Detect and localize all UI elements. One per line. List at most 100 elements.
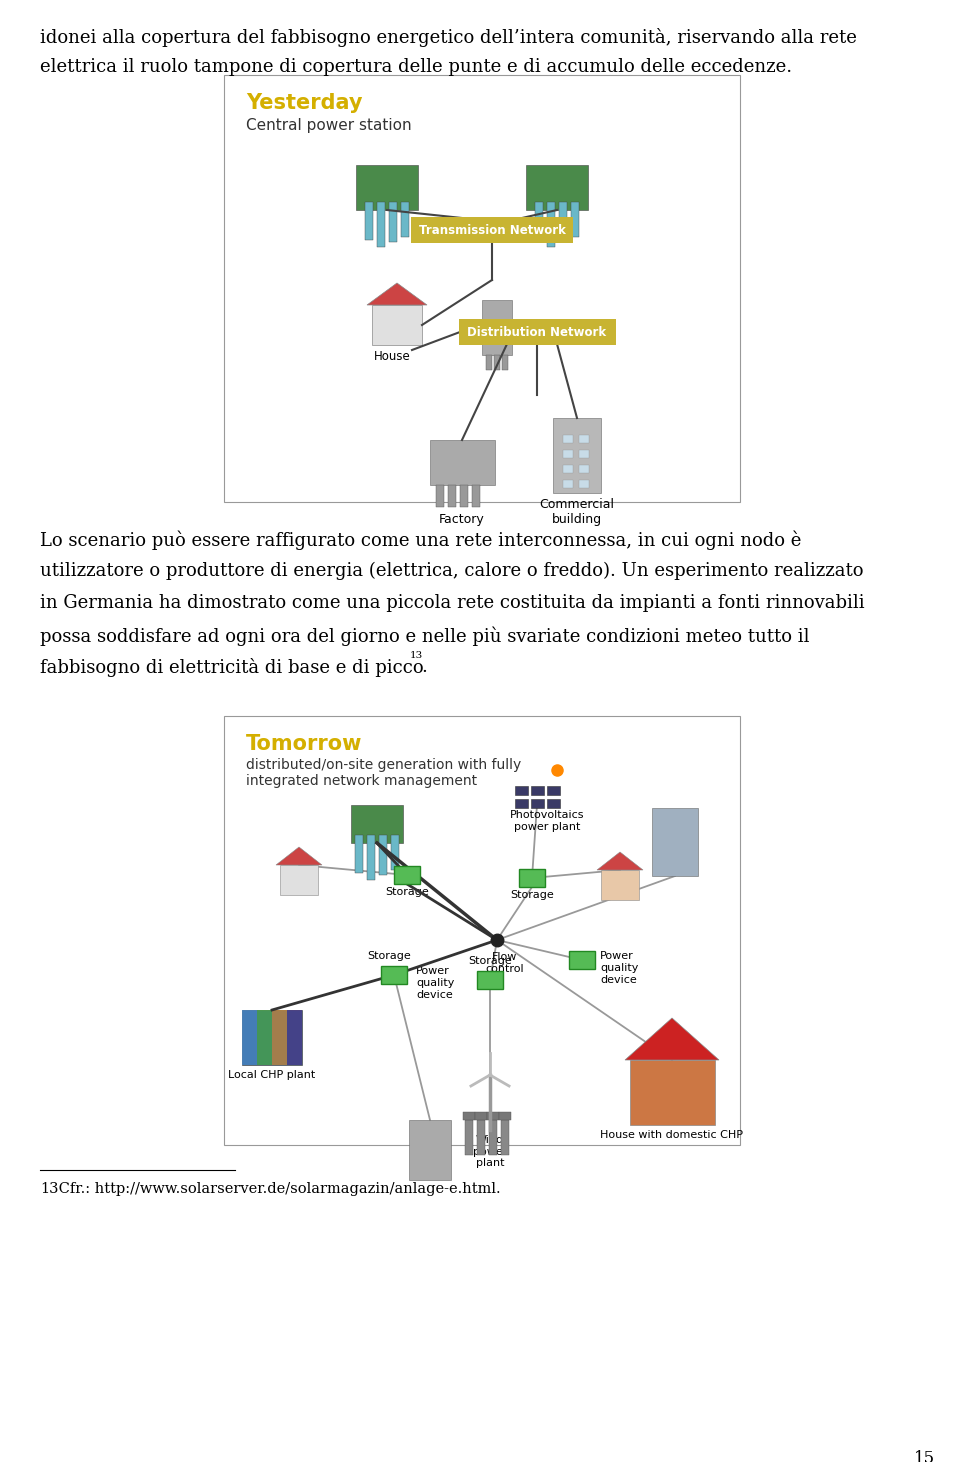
FancyBboxPatch shape [601,870,639,901]
Text: Storage: Storage [510,890,554,901]
FancyBboxPatch shape [242,1010,302,1064]
FancyBboxPatch shape [475,1113,487,1120]
FancyBboxPatch shape [472,485,480,507]
Text: possa soddisfare ad ogni ora del giorno e nelle più svariate condizioni meteo tu: possa soddisfare ad ogni ora del giorno … [40,626,809,646]
FancyBboxPatch shape [579,436,589,443]
FancyBboxPatch shape [436,485,444,507]
FancyBboxPatch shape [409,1120,451,1180]
FancyBboxPatch shape [389,202,397,243]
FancyBboxPatch shape [499,1113,511,1120]
Text: in Germania ha dimostrato come una piccola rete costituita da impianti a fonti r: in Germania ha dimostrato come una picco… [40,594,865,613]
Text: elettrica il ruolo tampone di copertura delle punte e di accumulo delle eccedenz: elettrica il ruolo tampone di copertura … [40,58,792,76]
Text: 15: 15 [914,1450,935,1462]
FancyBboxPatch shape [579,450,589,458]
FancyBboxPatch shape [531,800,544,808]
Text: Storage: Storage [385,887,429,898]
Text: Lo scenario può essere raffigurato come una rete interconnessa, in cui ogni nodo: Lo scenario può essere raffigurato come … [40,531,802,550]
FancyBboxPatch shape [224,716,740,1145]
FancyBboxPatch shape [494,355,500,370]
FancyBboxPatch shape [547,787,560,795]
FancyBboxPatch shape [394,866,420,885]
FancyBboxPatch shape [411,216,573,243]
Text: 13: 13 [40,1181,59,1196]
Text: Power
quality
device: Power quality device [600,952,638,984]
FancyBboxPatch shape [547,800,560,808]
FancyBboxPatch shape [515,787,528,795]
FancyBboxPatch shape [257,1010,272,1064]
Text: utilizzatore o produttore di energia (elettrica, calore o freddo). Un esperiment: utilizzatore o produttore di energia (el… [40,561,863,580]
FancyBboxPatch shape [379,835,387,874]
FancyBboxPatch shape [652,808,698,876]
FancyBboxPatch shape [287,1010,302,1064]
FancyBboxPatch shape [531,787,544,795]
FancyBboxPatch shape [563,450,573,458]
Text: Tomorrow: Tomorrow [246,734,362,754]
FancyBboxPatch shape [460,485,468,507]
FancyBboxPatch shape [356,165,418,211]
FancyBboxPatch shape [487,1113,499,1120]
Polygon shape [276,846,322,866]
Text: Photovoltaics
power plant: Photovoltaics power plant [510,810,585,832]
Text: .: . [421,658,427,675]
Text: Distribution Network: Distribution Network [468,326,607,339]
FancyBboxPatch shape [377,202,385,247]
FancyBboxPatch shape [355,835,363,873]
FancyBboxPatch shape [553,418,601,493]
Text: Cfr.: http://www.solarserver.de/solarmagazin/anlage-e.html.: Cfr.: http://www.solarserver.de/solarmag… [54,1181,500,1196]
Text: Transmission Network: Transmission Network [419,224,565,237]
FancyBboxPatch shape [501,1120,509,1155]
FancyBboxPatch shape [486,355,492,370]
Text: fabbisogno di elettricità di base e di picco: fabbisogno di elettricità di base e di p… [40,658,423,677]
FancyBboxPatch shape [569,950,595,969]
FancyBboxPatch shape [630,1060,715,1124]
FancyBboxPatch shape [571,202,579,237]
Text: House with domestic CHP: House with domestic CHP [601,1130,743,1140]
FancyBboxPatch shape [430,440,495,485]
FancyBboxPatch shape [448,485,456,507]
FancyBboxPatch shape [459,319,616,345]
Text: idonei alla copertura del fabbisogno energetico dell’intera comunità, riservando: idonei alla copertura del fabbisogno ene… [40,28,857,47]
FancyBboxPatch shape [515,800,528,808]
FancyBboxPatch shape [535,202,543,240]
Polygon shape [367,284,427,306]
FancyBboxPatch shape [579,465,589,474]
Text: Factory: Factory [439,513,485,526]
Text: Wind
power
plant: Wind power plant [473,1135,507,1168]
Text: House: House [373,349,410,363]
FancyBboxPatch shape [463,1113,475,1120]
Text: Yesterday: Yesterday [246,94,363,113]
Text: Flow
control: Flow control [486,952,524,974]
FancyBboxPatch shape [519,868,545,887]
FancyBboxPatch shape [482,300,512,355]
Text: Power
quality
device: Power quality device [416,966,454,1000]
FancyBboxPatch shape [365,202,373,240]
Polygon shape [625,1018,719,1060]
FancyBboxPatch shape [579,480,589,488]
FancyBboxPatch shape [563,465,573,474]
FancyBboxPatch shape [563,480,573,488]
FancyBboxPatch shape [502,355,508,370]
FancyBboxPatch shape [372,306,422,345]
Text: Central power station: Central power station [246,118,412,133]
Text: 13: 13 [410,651,423,659]
FancyBboxPatch shape [280,866,318,895]
Text: Storage: Storage [367,950,411,961]
Text: Local CHP plant: Local CHP plant [228,1070,316,1080]
FancyBboxPatch shape [401,202,409,237]
Text: Commercial
building: Commercial building [540,499,614,526]
Text: distributed/on-site generation with fully: distributed/on-site generation with full… [246,757,521,772]
Text: integrated network management: integrated network management [246,773,477,788]
FancyBboxPatch shape [272,1010,287,1064]
Text: Storage: Storage [468,956,512,966]
FancyBboxPatch shape [559,202,567,243]
FancyBboxPatch shape [391,835,399,870]
FancyBboxPatch shape [563,436,573,443]
FancyBboxPatch shape [547,202,555,247]
FancyBboxPatch shape [242,1010,257,1064]
FancyBboxPatch shape [224,75,740,501]
FancyBboxPatch shape [489,1120,497,1155]
FancyBboxPatch shape [465,1120,473,1155]
FancyBboxPatch shape [477,1120,485,1155]
FancyBboxPatch shape [351,806,403,844]
Polygon shape [597,852,643,870]
